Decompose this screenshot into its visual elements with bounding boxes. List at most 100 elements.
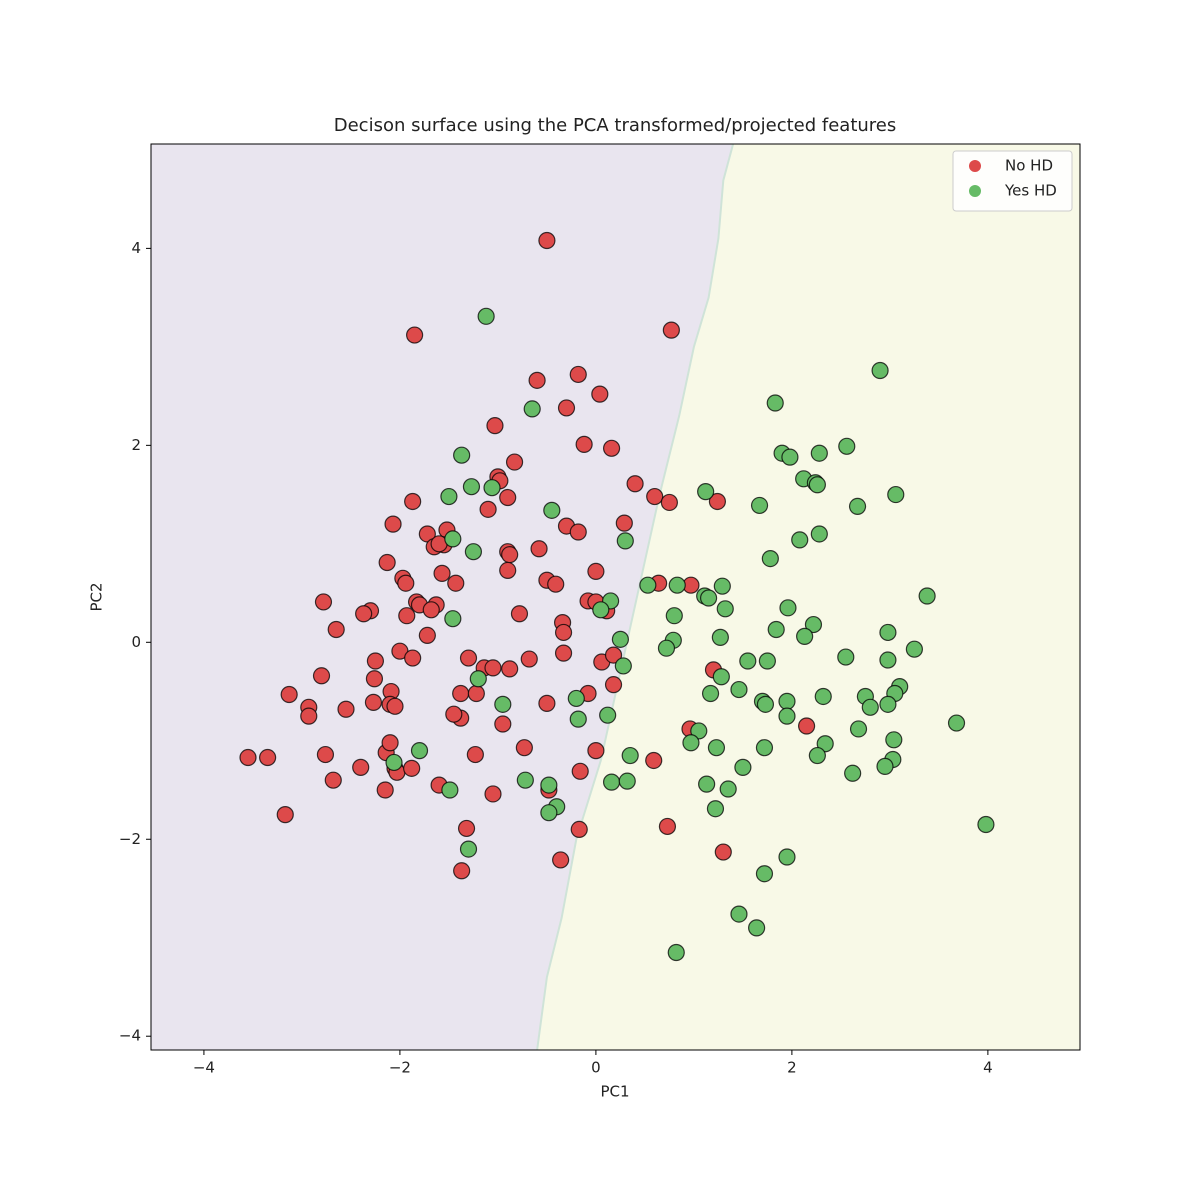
data-point [668,576,686,594]
data-point [444,610,462,628]
data-point [796,627,814,645]
y-tick-label: 4 [131,239,141,257]
data-point [690,722,708,740]
data-point [646,487,664,506]
data-point [422,601,440,619]
x-axis-label: PC1 [600,1083,629,1101]
data-point [755,739,774,757]
data-point [538,694,556,712]
data-point [701,684,720,703]
data-point [838,437,856,455]
data-point [538,231,556,250]
data-point [708,492,727,511]
data-point [667,943,685,962]
legend-box [952,150,1073,212]
data-point [462,478,481,496]
data-point [499,561,517,580]
data-point [761,549,779,568]
data-point [814,687,832,706]
y-tick-label: −4 [119,1027,141,1045]
data-point [547,575,565,593]
data-point [567,689,585,708]
data-point [441,781,459,799]
data-point [779,599,797,617]
data-point [615,514,633,532]
data-point [381,734,399,752]
data-point [484,659,502,677]
data-point [483,479,501,497]
data-point [879,651,897,669]
data-point [848,497,867,515]
data-point [977,815,995,834]
data-point [433,564,451,582]
data-point [844,764,862,782]
chart-title: Decison surface using the PCA transforme… [334,115,897,136]
data-point [385,753,403,772]
data-point [280,685,298,704]
data-point [645,751,663,770]
data-point [494,695,512,713]
data-point [621,746,639,765]
data-point [604,646,623,664]
data-point [552,851,570,869]
data-point [516,771,534,789]
data-point [445,705,463,723]
data-point [810,525,828,543]
data-point [804,615,823,634]
data-point [698,775,716,793]
data-point [766,394,784,412]
data-point [767,620,785,639]
data-point [808,746,826,765]
x-tick-label: −4 [193,1059,215,1077]
data-point [662,321,680,339]
data-point [300,707,318,725]
data-point [569,710,587,728]
data-point [712,668,730,686]
data-point [808,476,826,494]
data-point [756,695,775,713]
data-point [569,365,587,384]
legend-label: No HD [1005,157,1053,175]
data-point [352,758,370,776]
data-point [404,649,422,667]
data-point [324,771,342,789]
y-tick-label: 0 [131,633,141,651]
data-point [905,640,923,658]
data-point [467,684,485,703]
data-point [602,439,621,457]
data-point [384,515,402,533]
data-point [314,593,333,611]
data-point [711,628,729,646]
data-point [510,605,529,623]
data-point [457,819,476,838]
data-point [602,773,621,791]
data-point [755,865,774,883]
data-point [778,692,796,710]
data-point [618,772,636,790]
data-point [365,670,384,688]
data-point [699,589,718,607]
data-point [239,748,257,767]
data-point [398,607,416,625]
data-point [730,905,748,923]
y-tick-label: −2 [119,830,141,848]
data-point [569,523,587,541]
data-point [734,758,752,776]
data-point [452,684,470,703]
y-tick-label: 2 [131,436,141,454]
decision-boundary [536,143,735,1051]
data-point [523,400,541,418]
data-point [466,745,484,764]
data-point [575,435,593,453]
data-point [494,715,512,733]
data-point [469,670,487,688]
data-point [486,417,504,435]
data-point [616,532,634,550]
data-point [570,820,588,839]
legend-marker [969,185,981,197]
data-point [697,483,715,501]
data-point [592,601,610,619]
data-point [520,650,538,668]
data-point [887,485,905,504]
data-point [554,644,573,662]
